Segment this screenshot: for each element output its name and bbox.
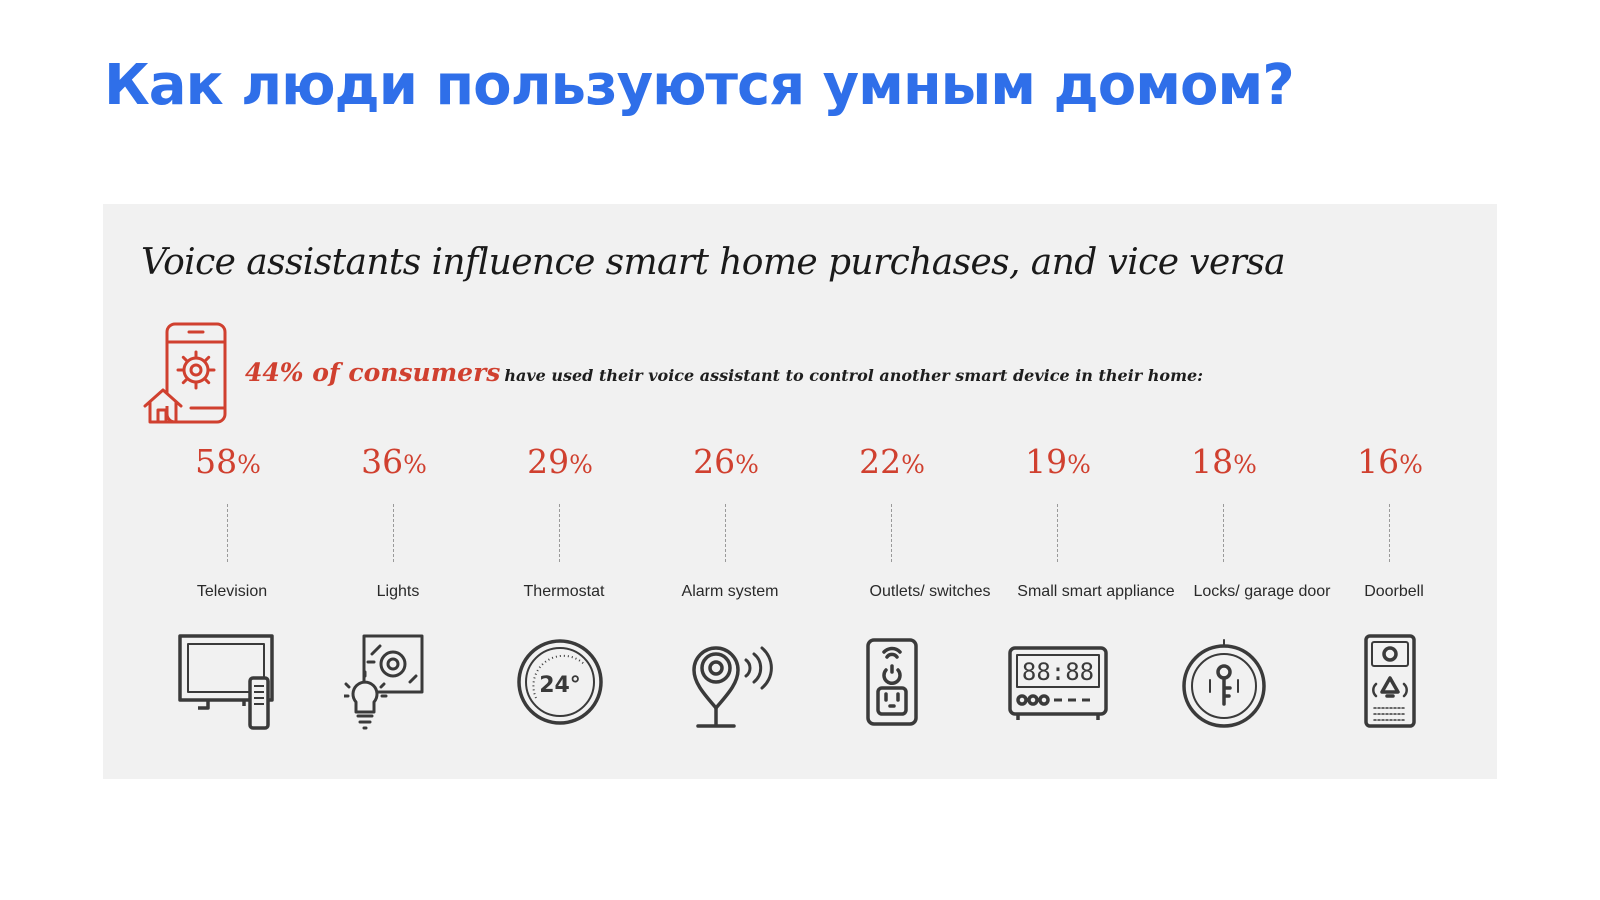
device-item: 22% Outlets/ switches [809, 442, 990, 742]
stat-sentence: 44% of consumers have used their voice as… [245, 358, 1203, 387]
dotted-connector [891, 504, 892, 562]
device-label: Thermostat [523, 583, 605, 600]
security-camera-icon [676, 632, 776, 732]
device-item: 26% Alarm system [643, 442, 809, 742]
stat-text: have used their voice assistant to contr… [504, 366, 1204, 385]
device-percent-sign: % [735, 450, 759, 479]
device-percent-sign: % [901, 450, 925, 479]
dotted-connector [393, 504, 394, 562]
device-percent-sign: % [1233, 450, 1257, 479]
device-label: Television [196, 583, 268, 600]
device-label: Outlets/ switches [869, 583, 991, 600]
device-percent: 58% [145, 442, 311, 485]
device-percent: 22% [809, 442, 975, 485]
smartphone-home-settings-icon [143, 322, 227, 424]
device-percent: 18% [1141, 442, 1307, 485]
lock-icon [1174, 632, 1274, 732]
light-bulb-icon [342, 632, 444, 732]
infographic-panel: Voice assistants influence smart home pu… [103, 204, 1497, 779]
device-percent: 16% [1307, 442, 1473, 485]
device-percent-sign: % [569, 450, 593, 479]
dotted-connector [1057, 504, 1058, 562]
infographic-headline: Voice assistants influence smart home pu… [141, 242, 1286, 283]
svg-text:88:88: 88:88 [1022, 658, 1094, 686]
dotted-connector [1223, 504, 1224, 562]
device-label: Locks/ garage door [1193, 583, 1331, 600]
device-percent-value: 18 [1191, 442, 1234, 481]
device-item: 19% Small smart appliance 88:88 [975, 442, 1175, 742]
device-percent-value: 19 [1025, 442, 1068, 481]
svg-text:24°: 24° [539, 673, 581, 698]
device-percent-value: 36 [361, 442, 404, 481]
appliance-display-icon: 88:88 [1008, 632, 1108, 732]
device-percent-sign: % [237, 450, 261, 479]
stat-highlight: 44% of consumers [245, 358, 501, 387]
device-label: Small smart appliance [1017, 583, 1175, 600]
device-label: Lights [376, 583, 420, 600]
dotted-connector [227, 504, 228, 562]
device-list: 58% Television 36% Lights 29% Thermostat 24° 26… [103, 204, 1497, 779]
device-percent: 19% [975, 442, 1141, 485]
device-percent: 26% [643, 442, 809, 485]
device-label: Alarm system [681, 583, 779, 600]
device-percent-value: 22 [859, 442, 902, 481]
dotted-connector [725, 504, 726, 562]
device-item: 58% Television [145, 442, 311, 742]
device-percent-sign: % [1399, 450, 1423, 479]
device-percent-value: 26 [693, 442, 736, 481]
thermostat-icon: 24° [510, 632, 610, 732]
device-percent-value: 29 [527, 442, 570, 481]
device-percent-sign: % [1067, 450, 1091, 479]
device-percent-value: 16 [1357, 442, 1400, 481]
smart-outlet-icon [842, 632, 942, 732]
device-percent-value: 58 [195, 442, 238, 481]
slide-title: Как люди пользуются умным домом? [104, 53, 1295, 118]
device-item: 18% Locks/ garage door [1141, 442, 1330, 742]
device-item: 29% Thermostat 24° [477, 442, 643, 742]
device-percent: 29% [477, 442, 643, 485]
device-percent: 36% [311, 442, 477, 485]
device-percent-sign: % [403, 450, 427, 479]
doorbell-icon [1340, 632, 1440, 732]
dotted-connector [559, 504, 560, 562]
device-item: 36% Lights [311, 442, 477, 742]
device-label: Doorbell [1364, 583, 1424, 600]
dotted-connector [1389, 504, 1390, 562]
television-icon [178, 632, 278, 732]
device-item: 16% Doorbell [1307, 442, 1473, 742]
